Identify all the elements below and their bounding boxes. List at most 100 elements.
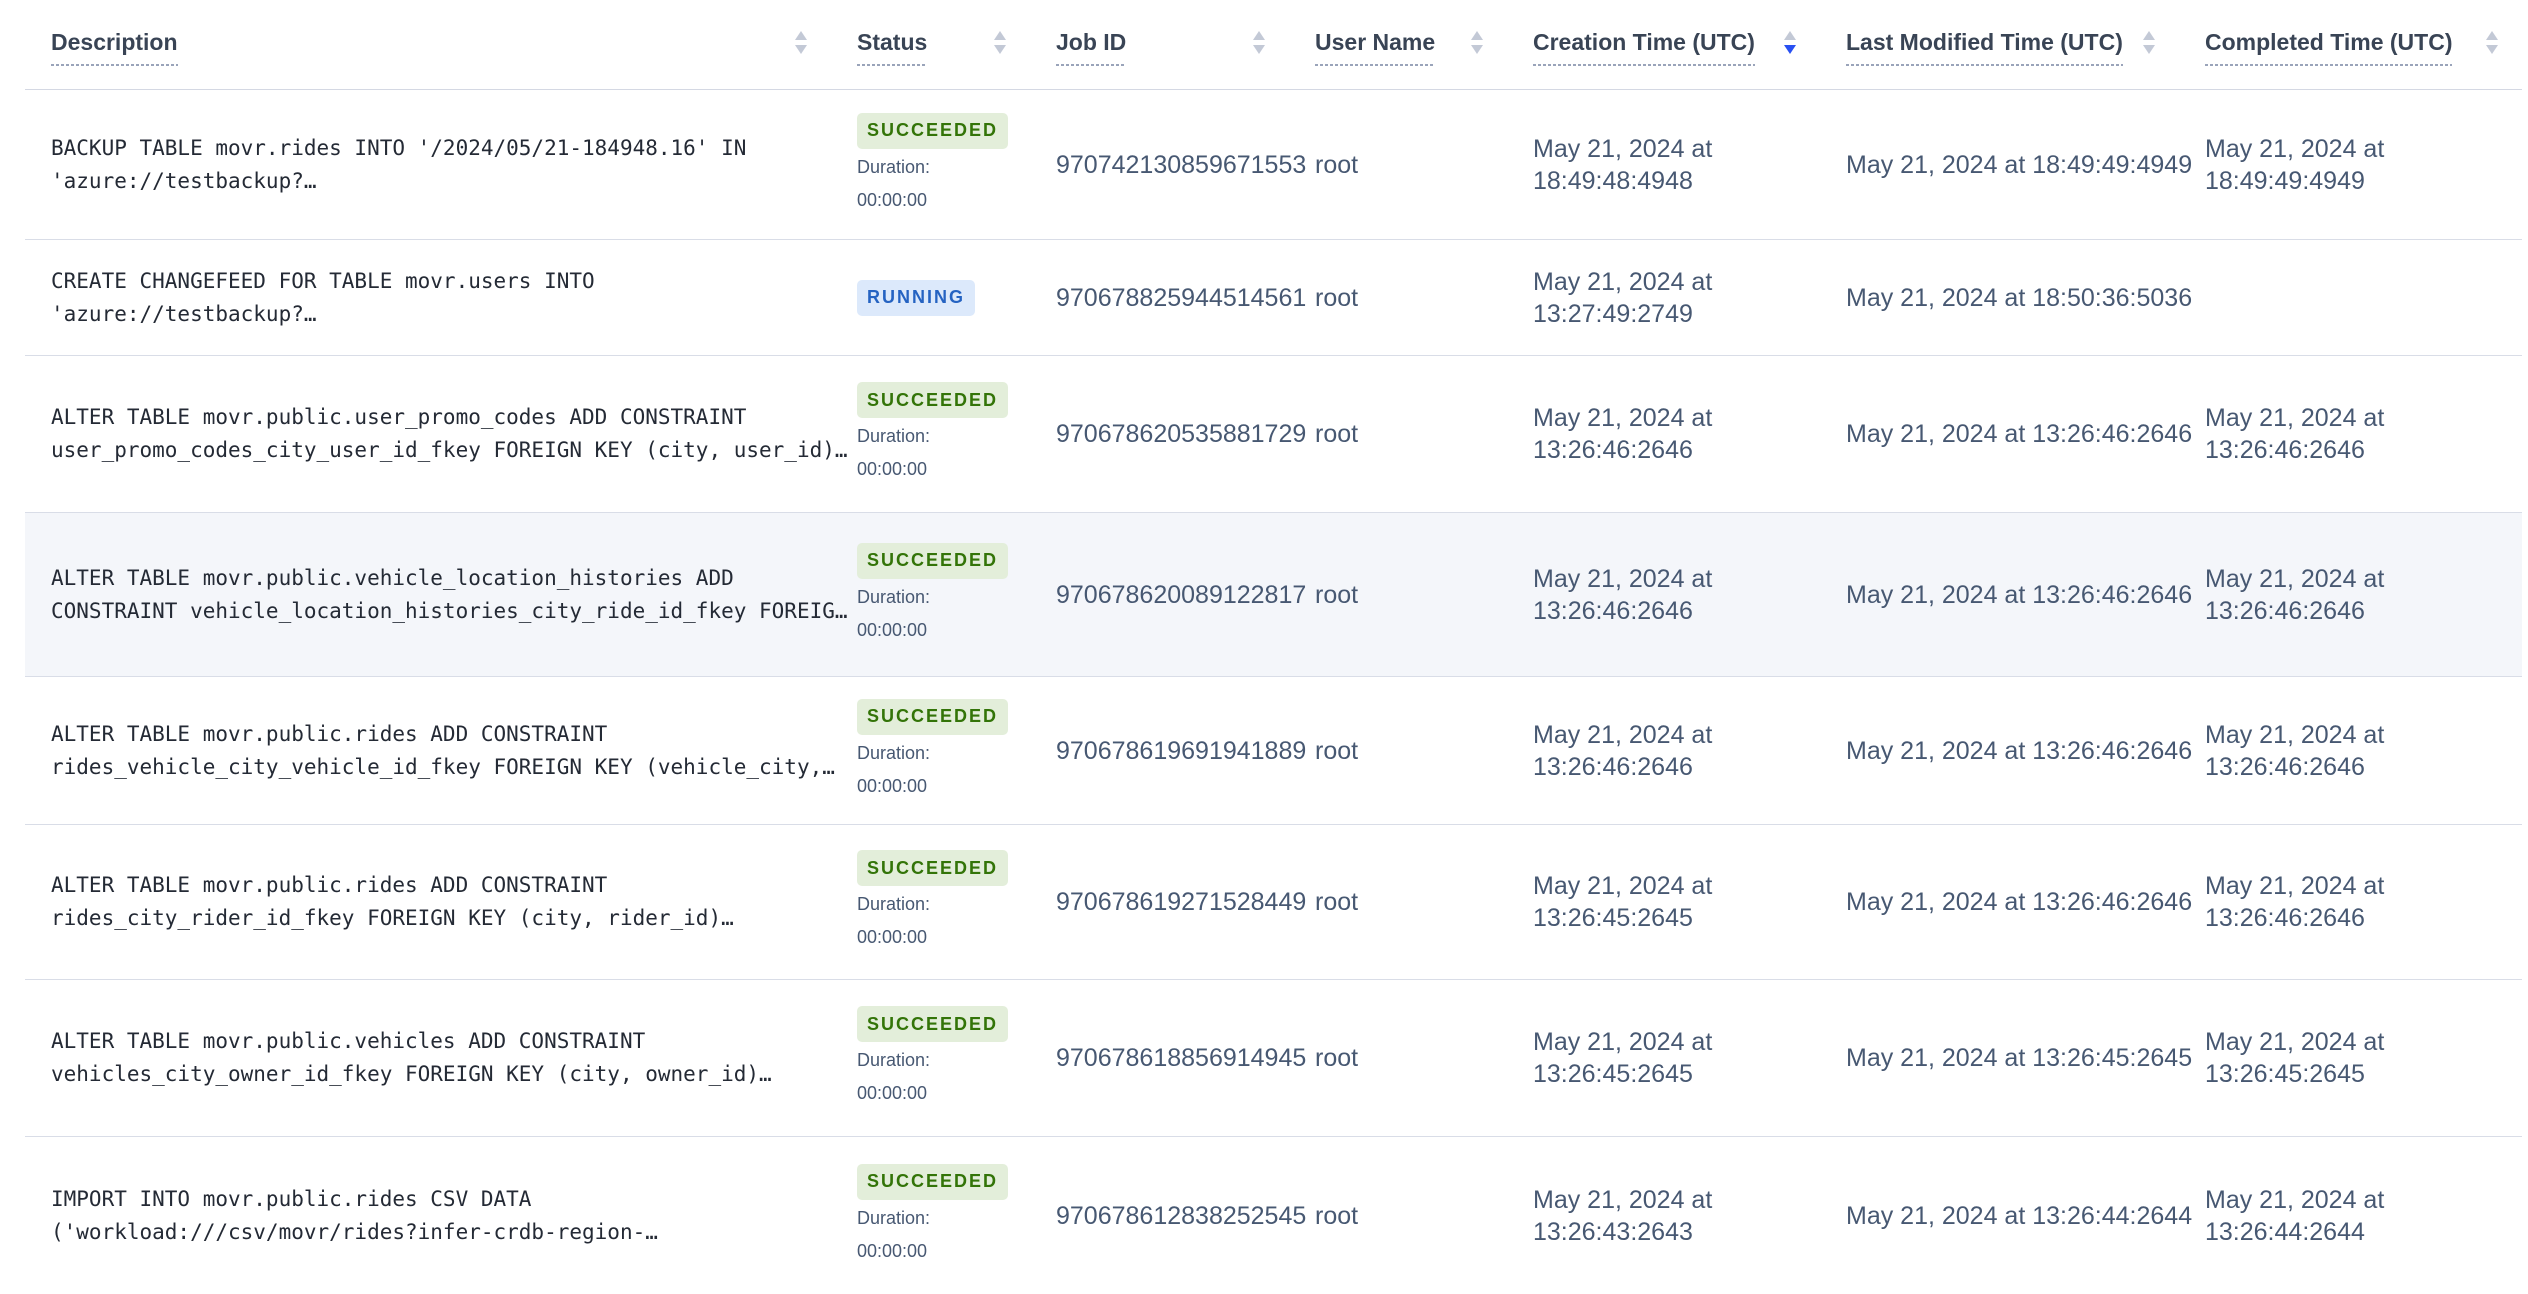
cell-completed-time: May 21, 2024 at 13:26:46:2646 bbox=[2179, 513, 2522, 676]
column-header-user-name[interactable]: User Name bbox=[1289, 0, 1507, 89]
job-duration: Duration: 00:00:00 bbox=[857, 888, 930, 954]
cell-user-name: root bbox=[1315, 283, 1359, 312]
column-header-last-modified-time[interactable]: Last Modified Time (UTC) bbox=[1820, 0, 2179, 89]
cell-last-modified-time: May 21, 2024 at 13:26:45:2645 bbox=[1846, 1044, 2193, 1072]
column-header-label[interactable]: User Name bbox=[1315, 30, 1436, 66]
cell-completed-time bbox=[2179, 240, 2522, 355]
job-duration: Duration: 00:00:00 bbox=[857, 420, 930, 486]
column-header-label[interactable]: Creation Time (UTC) bbox=[1533, 30, 1755, 66]
table-row[interactable]: ALTER TABLE movr.public.rides ADD CONSTR… bbox=[25, 825, 2522, 980]
cell-description[interactable]: ALTER TABLE movr.public.vehicle_location… bbox=[25, 513, 848, 676]
column-header-description[interactable]: Description bbox=[25, 0, 831, 89]
cell-description[interactable]: ALTER TABLE movr.public.rides ADD CONSTR… bbox=[25, 825, 831, 979]
duration-label: Duration: bbox=[857, 1207, 931, 1228]
creation-time-line-1: May 21, 2024 at bbox=[1533, 267, 1713, 296]
sort-arrows-icon[interactable] bbox=[795, 31, 807, 55]
cell-job-id: 970678620535881729 bbox=[1056, 420, 1307, 448]
sort-arrows-icon[interactable] bbox=[1253, 31, 1265, 55]
sort-arrows-icon[interactable] bbox=[1784, 31, 1796, 55]
job-description-line-2: rides_city_rider_id_fkey FOREIGN KEY (ci… bbox=[51, 906, 734, 930]
job-description-line-2: 'azure://testbackup?… bbox=[51, 168, 317, 193]
table-row-highlighted[interactable]: ALTER TABLE movr.public.vehicle_location… bbox=[25, 513, 2522, 677]
sort-arrows-icon[interactable] bbox=[2486, 31, 2498, 55]
sort-desc-icon bbox=[2486, 45, 2498, 54]
job-duration: Duration: 00:00:00 bbox=[857, 1044, 930, 1110]
completed-time-line-1: May 21, 2024 at bbox=[2205, 1185, 2385, 1214]
column-header-creation-time[interactable]: Creation Time (UTC) bbox=[1507, 0, 1820, 89]
sort-desc-icon bbox=[2143, 45, 2155, 54]
cell-job-id: 970678619691941889 bbox=[1056, 736, 1307, 765]
cell-last-modified-time: May 21, 2024 at 13:26:44:2644 bbox=[1846, 1201, 2193, 1230]
status-badge: SUCCEEDED bbox=[857, 382, 1009, 418]
sort-arrows-icon[interactable] bbox=[994, 31, 1006, 55]
creation-time-line-1: May 21, 2024 at bbox=[1533, 564, 1713, 593]
job-description-line-1: BACKUP TABLE movr.rides INTO '/2024/05/2… bbox=[51, 135, 747, 160]
table-row[interactable]: ALTER TABLE movr.public.rides ADD CONSTR… bbox=[25, 677, 2522, 825]
duration-value: 00:00:00 bbox=[857, 189, 928, 210]
cell-last-modified-time: May 21, 2024 at 13:26:46:2646 bbox=[1846, 420, 2193, 448]
completed-time-line-1: May 21, 2024 at bbox=[2205, 404, 2385, 432]
creation-time-line-2: 13:27:49:2749 bbox=[1533, 299, 1693, 328]
cell-status: RUNNING bbox=[831, 240, 1030, 355]
status-badge: RUNNING bbox=[857, 279, 975, 316]
job-description-line-2: user_promo_codes_city_user_id_fkey FOREI… bbox=[51, 438, 848, 462]
cell-description[interactable]: ALTER TABLE movr.public.rides ADD CONSTR… bbox=[25, 677, 835, 824]
duration-value: 00:00:00 bbox=[857, 927, 928, 947]
creation-time-line-2: 13:26:46:2646 bbox=[1533, 436, 1693, 464]
job-duration: Duration: 00:00:00 bbox=[857, 151, 930, 217]
cell-last-modified-time: May 21, 2024 at 13:26:46:2646 bbox=[1846, 736, 2193, 765]
table-row[interactable]: CREATE CHANGEFEED FOR TABLE movr.users I… bbox=[25, 240, 2522, 356]
job-description-line-1: ALTER TABLE movr.public.vehicles ADD CON… bbox=[51, 1029, 646, 1053]
completed-time-line-1: May 21, 2024 at bbox=[2205, 1028, 2385, 1056]
cell-last-modified-time: May 21, 2024 at 13:26:46:2646 bbox=[1846, 888, 2193, 916]
column-header-label[interactable]: Status bbox=[857, 30, 928, 66]
table-row[interactable]: BACKUP TABLE movr.rides INTO '/2024/05/2… bbox=[25, 90, 2522, 240]
creation-time-line-2: 18:49:48:4948 bbox=[1533, 166, 1693, 195]
cell-description[interactable]: ALTER TABLE movr.public.user_promo_codes… bbox=[25, 356, 848, 512]
sort-arrows-icon[interactable] bbox=[2143, 31, 2155, 55]
cell-description[interactable]: CREATE CHANGEFEED FOR TABLE movr.users I… bbox=[25, 240, 831, 355]
column-header-label[interactable]: Job ID bbox=[1056, 30, 1127, 66]
job-description-line-2: rides_vehicle_city_vehicle_id_fkey FOREI… bbox=[51, 754, 835, 779]
duration-value: 00:00:00 bbox=[857, 459, 928, 479]
completed-time-line-2: 13:26:46:2646 bbox=[2205, 904, 2365, 932]
column-header-label[interactable]: Last Modified Time (UTC) bbox=[1846, 30, 2123, 66]
table-row[interactable]: ALTER TABLE movr.public.vehicles ADD CON… bbox=[25, 980, 2522, 1137]
sort-arrows-icon[interactable] bbox=[1471, 31, 1483, 55]
cell-description[interactable]: IMPORT INTO movr.public.rides CSV DATA (… bbox=[25, 1137, 831, 1294]
job-description-line-1: IMPORT INTO movr.public.rides CSV DATA bbox=[51, 1186, 532, 1211]
sort-asc-icon bbox=[795, 31, 807, 40]
column-header-job-id[interactable]: Job ID bbox=[1030, 0, 1289, 89]
table-row[interactable]: ALTER TABLE movr.public.user_promo_codes… bbox=[25, 356, 2522, 513]
job-description-line-1: ALTER TABLE movr.public.user_promo_codes… bbox=[51, 405, 747, 429]
cell-creation-time: May 21, 2024 at 13:26:45:2645 bbox=[1507, 825, 1820, 979]
cell-completed-time: May 21, 2024 at 18:49:49:4949 bbox=[2179, 90, 2522, 239]
duration-label: Duration: bbox=[857, 1050, 931, 1070]
creation-time-line-1: May 21, 2024 at bbox=[1533, 1185, 1713, 1214]
cell-status: SUCCEEDED Duration: 00:00:00 bbox=[831, 677, 1030, 824]
job-description-line-2: CONSTRAINT vehicle_location_histories_ci… bbox=[51, 598, 848, 623]
cell-creation-time: May 21, 2024 at 13:26:46:2646 bbox=[1507, 513, 1820, 676]
column-header-label[interactable]: Completed Time (UTC) bbox=[2205, 30, 2453, 66]
table-row[interactable]: IMPORT INTO movr.public.rides CSV DATA (… bbox=[25, 1137, 2522, 1294]
cell-creation-time: May 21, 2024 at 13:26:45:2645 bbox=[1507, 980, 1820, 1136]
cell-description[interactable]: ALTER TABLE movr.public.vehicles ADD CON… bbox=[25, 980, 831, 1136]
column-header-label[interactable]: Description bbox=[51, 30, 178, 66]
cell-last-modified-time: May 21, 2024 at 13:26:46:2646 bbox=[1846, 580, 2193, 609]
status-badge: SUCCEEDED bbox=[857, 1163, 1009, 1200]
completed-time-line-1: May 21, 2024 at bbox=[2205, 564, 2385, 593]
creation-time-line-2: 13:26:46:2646 bbox=[1533, 752, 1693, 781]
sort-asc-icon bbox=[994, 31, 1006, 40]
creation-time-line-2: 13:26:45:2645 bbox=[1533, 904, 1693, 932]
job-description-line-1: CREATE CHANGEFEED FOR TABLE movr.users I… bbox=[51, 268, 595, 293]
cell-completed-time: May 21, 2024 at 13:26:44:2644 bbox=[2179, 1137, 2522, 1294]
column-header-status[interactable]: Status bbox=[831, 0, 1030, 89]
cell-completed-time: May 21, 2024 at 13:26:46:2646 bbox=[2179, 356, 2522, 512]
table-body: BACKUP TABLE movr.rides INTO '/2024/05/2… bbox=[25, 90, 2522, 1294]
cell-description[interactable]: BACKUP TABLE movr.rides INTO '/2024/05/2… bbox=[25, 90, 831, 239]
completed-time-line-2: 13:26:44:2644 bbox=[2205, 1217, 2365, 1246]
cell-job-id: 970742130859671553 bbox=[1056, 150, 1307, 179]
column-header-completed-time[interactable]: Completed Time (UTC) bbox=[2179, 0, 2522, 89]
sort-asc-icon bbox=[1784, 31, 1796, 40]
cell-user-name: root bbox=[1315, 580, 1359, 609]
